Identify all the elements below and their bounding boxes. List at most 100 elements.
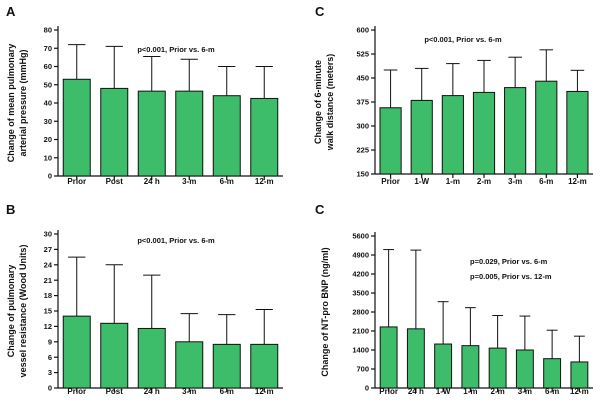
bar — [62, 78, 91, 177]
bar — [434, 343, 453, 389]
y-tick-label: 24 — [44, 260, 53, 269]
y-tick-label: 300 — [356, 122, 369, 131]
y-tick-label: 450 — [356, 74, 369, 83]
x-tick-label: 2-m — [491, 387, 505, 396]
p-value-annotation: p=0.005, Prior vs. 12-m — [470, 272, 552, 281]
x-tick-label: 3-m — [182, 177, 196, 186]
bar — [566, 90, 589, 175]
y-axis-label: Change of NT-pro BNP (ng/ml) — [320, 247, 330, 376]
y-tick-label: 225 — [356, 146, 369, 155]
bar — [535, 80, 558, 175]
x-tick-label: 1-W — [414, 177, 429, 186]
bar — [406, 328, 425, 389]
y-tick-label: 4900 — [352, 251, 369, 260]
y-tick-label: 150 — [356, 170, 369, 179]
x-tick-label: 6-m — [545, 387, 559, 396]
bar — [100, 322, 129, 389]
x-tick-label: Prior — [381, 177, 400, 186]
y-tick-label: 5600 — [352, 232, 369, 241]
panel-letter: C — [315, 202, 325, 217]
p-value-annotation: p<0.001, Prior vs. 6-m — [424, 35, 502, 44]
x-tick-label: 12-m — [255, 177, 274, 186]
y-tick-label: 3500 — [352, 289, 369, 298]
y-tick-label: 2800 — [352, 308, 369, 317]
bar — [379, 326, 398, 389]
y-tick-label: 15 — [44, 307, 52, 316]
y-axis-label: vessel resistance (Wood Units) — [18, 245, 28, 378]
y-tick-label: 21 — [44, 276, 52, 285]
y-tick-label: 525 — [356, 50, 369, 59]
y-tick-label: 3 — [48, 368, 52, 377]
y-axis-label: walk distance (meters) — [325, 54, 335, 152]
y-tick-label: 0 — [48, 384, 52, 393]
y-tick-label: 0 — [365, 384, 369, 393]
x-tick-label: 6-m — [539, 177, 553, 186]
y-tick-label: 60 — [44, 62, 52, 71]
bar — [250, 97, 279, 177]
x-tick-label: Prior — [67, 387, 86, 396]
y-tick-label: 6 — [48, 353, 52, 362]
bar — [515, 349, 534, 389]
bar — [472, 91, 496, 175]
y-tick-label: 20 — [44, 135, 52, 144]
y-tick-label: 12 — [44, 322, 52, 331]
x-tick-label: Post — [106, 387, 124, 396]
y-tick-label: 40 — [44, 99, 52, 108]
x-tick-label: 3-m — [182, 387, 196, 396]
x-tick-label: Prior — [379, 387, 398, 396]
x-tick-label: 12-m — [570, 387, 589, 396]
bar — [250, 343, 279, 389]
x-tick-label: Prior — [67, 177, 86, 186]
x-tick-label: 1-m — [446, 177, 460, 186]
y-tick-label: 10 — [44, 153, 52, 162]
y-tick-label: 70 — [44, 44, 52, 53]
bar — [441, 95, 464, 175]
x-tick-label: 1-W — [436, 387, 451, 396]
panel-letter: A — [6, 4, 16, 19]
y-axis-label: arterial pressure (mmHg) — [18, 49, 28, 156]
x-tick-label: 24 h — [144, 387, 160, 396]
bar — [137, 327, 166, 389]
bar — [175, 90, 204, 177]
x-tick-label: 6-m — [220, 177, 234, 186]
bar — [175, 341, 204, 389]
y-tick-label: 9 — [48, 337, 52, 346]
y-tick-label: 1400 — [352, 346, 369, 355]
bar — [100, 87, 129, 177]
p-value-annotation: p=0.029, Prior vs. 6-m — [470, 257, 548, 266]
x-tick-label: 24 h — [144, 177, 160, 186]
y-axis-label: Change of 6-minute — [313, 60, 323, 144]
p-value-annotation: p<0.001, Prior vs. 6-m — [137, 45, 215, 54]
y-tick-label: 0 — [48, 172, 52, 181]
bar — [543, 358, 562, 389]
y-tick-label: 4200 — [352, 270, 369, 279]
x-tick-label: 2-m — [477, 177, 491, 186]
y-tick-label: 375 — [356, 98, 369, 107]
bar — [212, 343, 241, 389]
y-tick-label: 30 — [44, 117, 52, 126]
x-tick-label: 24 h — [408, 387, 424, 396]
p-value-annotation: p<0.001, Prior vs. 6-m — [137, 236, 215, 245]
y-tick-label: 600 — [356, 26, 369, 35]
y-tick-label: 18 — [44, 291, 52, 300]
x-tick-label: 3-m — [508, 177, 522, 186]
x-tick-label: 12-m — [568, 177, 587, 186]
y-tick-label: 50 — [44, 80, 52, 89]
y-tick-label: 2100 — [352, 327, 369, 336]
y-tick-label: 27 — [44, 245, 52, 254]
panel-letter: C — [315, 4, 325, 19]
y-tick-label: 30 — [44, 230, 52, 239]
y-axis-label: Change of pulmonary — [6, 265, 16, 358]
x-tick-label: 1-m — [463, 387, 477, 396]
panel-letter: B — [6, 202, 15, 217]
bar — [410, 99, 433, 175]
bar — [379, 107, 402, 175]
y-tick-label: 80 — [44, 26, 52, 35]
bar — [488, 347, 507, 389]
bar — [504, 87, 527, 175]
x-tick-label: Post — [106, 177, 124, 186]
y-axis-label: Change of mean pulmonary — [6, 44, 16, 163]
bar — [461, 345, 480, 389]
x-tick-label: 3-m — [518, 387, 532, 396]
